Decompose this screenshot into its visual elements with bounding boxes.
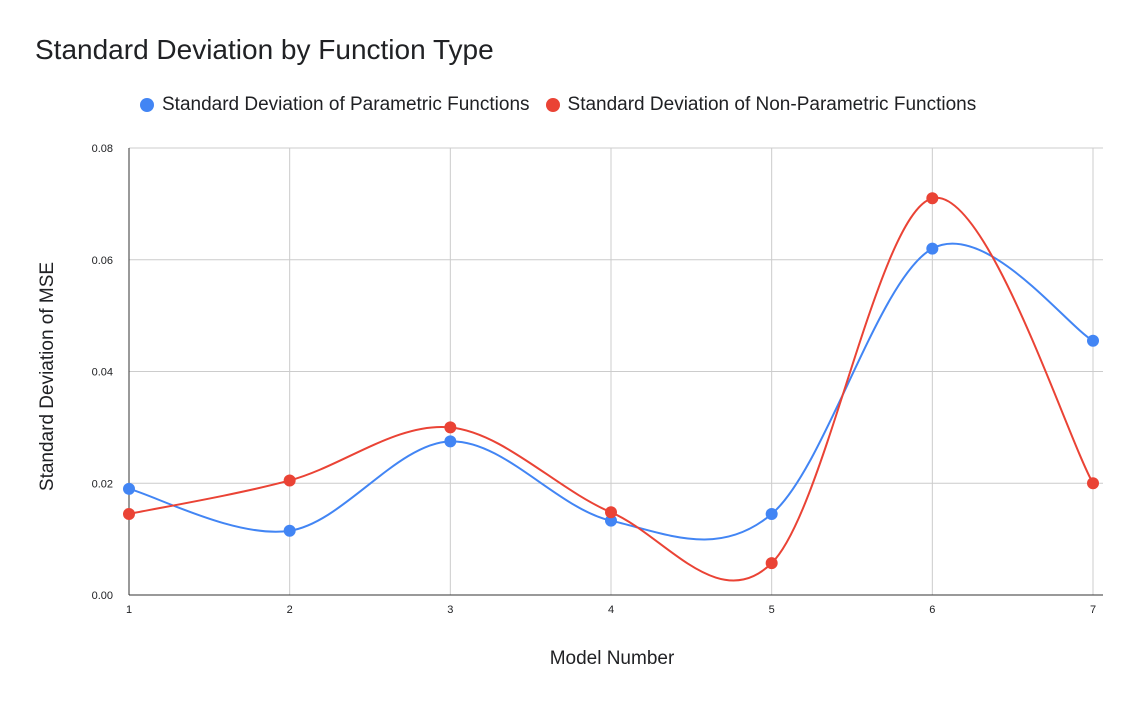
data-point-non-parametric[interactable] (926, 192, 939, 205)
x-tick-label: 1 (126, 604, 132, 616)
x-tick-label: 3 (447, 604, 453, 616)
data-point-non-parametric[interactable] (1087, 477, 1099, 490)
y-tick-label: 0.04 (92, 367, 113, 379)
y-tick-label: 0.06 (92, 255, 113, 267)
data-point-non-parametric[interactable] (283, 474, 296, 487)
data-point-non-parametric[interactable] (123, 507, 135, 520)
data-point-parametric[interactable] (926, 242, 939, 255)
x-tick-label: 2 (287, 604, 293, 616)
data-point-parametric[interactable] (605, 514, 617, 527)
data-point-parametric[interactable] (444, 435, 457, 448)
series-points (123, 192, 1099, 570)
data-point-non-parametric[interactable] (765, 557, 778, 570)
legend-item-non-parametric[interactable]: Standard Deviation of Non-Parametric Fun… (545, 94, 977, 116)
legend-label-non-parametric: Standard Deviation of Non-Parametric Fun… (567, 94, 977, 115)
x-tick-label: 4 (608, 604, 614, 616)
legend: Standard Deviation of Parametric Functio… (140, 94, 992, 116)
data-point-non-parametric[interactable] (605, 506, 617, 519)
gridlines (129, 147, 1103, 595)
data-point-non-parametric[interactable] (444, 421, 457, 434)
data-point-parametric[interactable] (765, 507, 778, 520)
axes: 0.00 0.02 0.04 0.06 0.08 1 2 3 4 5 6 7 (92, 143, 1103, 616)
legend-item-parametric[interactable]: Standard Deviation of Parametric Functio… (140, 94, 530, 116)
legend-marker-non-parametric (545, 98, 560, 112)
series-line-non-parametric (128, 197, 1094, 582)
data-point-parametric[interactable] (283, 524, 296, 537)
x-tick-label: 7 (1090, 604, 1096, 616)
y-tick-label: 0.08 (92, 143, 113, 155)
data-point-parametric[interactable] (1087, 334, 1099, 347)
data-point-parametric[interactable] (123, 482, 135, 495)
x-axis-title: Model Number (550, 648, 675, 669)
x-tick-label: 6 (929, 604, 935, 616)
chart-title: Standard Deviation by Function Type (35, 34, 494, 65)
y-axis-title: Standard Deviation of MSE (37, 262, 58, 491)
y-tick-label: 0.00 (92, 590, 113, 602)
y-tick-label: 0.02 (92, 478, 113, 490)
x-tick-label: 5 (769, 604, 775, 616)
legend-label-parametric: Standard Deviation of Parametric Functio… (162, 94, 530, 115)
legend-marker-parametric (140, 98, 154, 112)
